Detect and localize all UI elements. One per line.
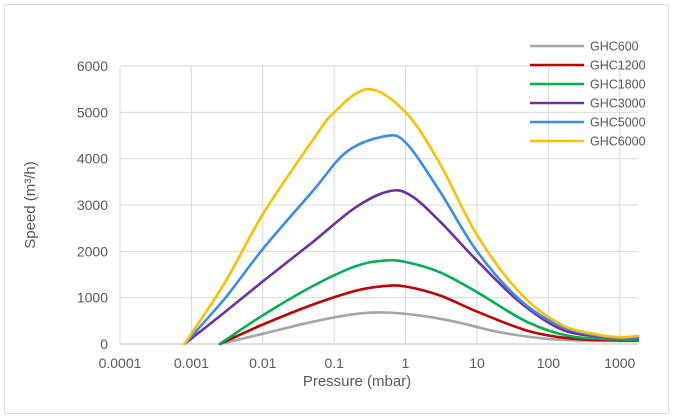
legend: GHC600 GHC1200 GHC1800 GHC3000 GHC5000 GHC600… bbox=[530, 40, 646, 149]
y-axis-ticks: 0 1000 2000 3000 4000 5000 6000 bbox=[77, 58, 108, 352]
series-line-ghc1200 bbox=[218, 284, 640, 346]
y-tick-label: 6000 bbox=[77, 58, 108, 74]
x-tick-label: 0.01 bbox=[249, 355, 276, 371]
y-tick-label: 2000 bbox=[77, 243, 108, 259]
y-tick-label: 3000 bbox=[77, 197, 108, 213]
x-axis-label: Pressure (mbar) bbox=[303, 373, 411, 390]
y-axis-label: Speed (m³/h) bbox=[22, 161, 39, 249]
legend-label-ghc5000: GHC5000 bbox=[590, 116, 646, 130]
x-axis-ticks: 0.0001 0.001 0.01 0.1 1 10 100 1000 bbox=[99, 355, 636, 371]
legend-label-ghc1800: GHC1800 bbox=[590, 78, 646, 92]
x-tick-label: 100 bbox=[537, 355, 561, 371]
series-line-ghc600 bbox=[218, 311, 640, 346]
series-lines bbox=[183, 87, 640, 346]
y-tick-label: 5000 bbox=[77, 104, 108, 120]
legend-label-ghc6000: GHC6000 bbox=[590, 135, 646, 149]
series-line-ghc1800 bbox=[218, 258, 640, 346]
x-tick-label: 10 bbox=[469, 355, 485, 371]
x-tick-label: 1 bbox=[402, 355, 410, 371]
x-tick-label: 0.0001 bbox=[99, 355, 142, 371]
y-tick-label: 1000 bbox=[77, 290, 108, 306]
legend-label-ghc600: GHC600 bbox=[590, 40, 639, 54]
legend-label-ghc3000: GHC3000 bbox=[590, 97, 646, 111]
series-line-ghc5000 bbox=[183, 133, 640, 346]
y-tick-label: 4000 bbox=[77, 151, 108, 167]
chart-frame bbox=[4, 4, 669, 414]
x-tick-label: 0.001 bbox=[174, 355, 209, 371]
chart-grid bbox=[119, 65, 638, 345]
x-tick-label: 1000 bbox=[604, 355, 635, 371]
y-tick-label: 0 bbox=[100, 336, 108, 352]
series-line-ghc6000 bbox=[183, 87, 640, 346]
legend-label-ghc1200: GHC1200 bbox=[590, 59, 646, 73]
x-tick-label: 0.1 bbox=[324, 355, 344, 371]
